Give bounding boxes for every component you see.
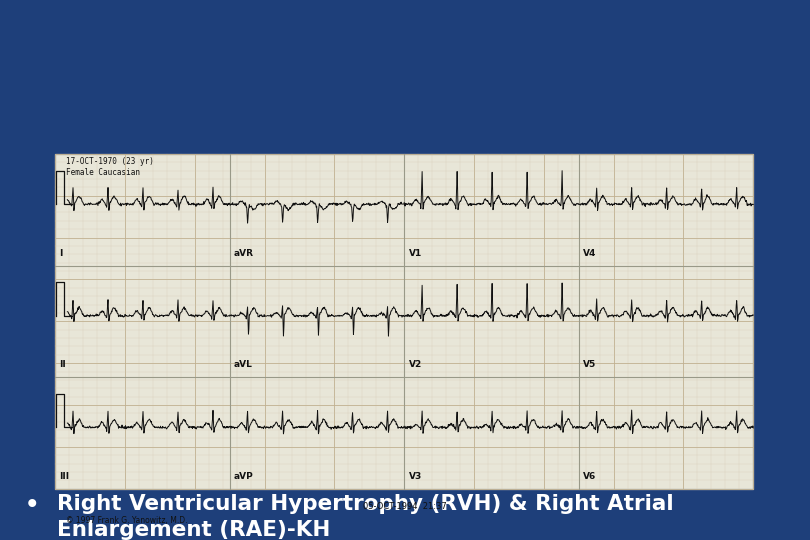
Text: •: • [24,494,39,517]
Text: I: I [59,249,63,258]
Text: V2: V2 [408,360,422,369]
FancyBboxPatch shape [55,154,753,489]
Text: II: II [59,360,66,369]
Text: Right Ventricular Hypertrophy (RVH) & Right Atrial
Enlargement (RAE)-KH: Right Ventricular Hypertrophy (RVH) & Ri… [57,494,673,539]
Text: V5: V5 [583,360,596,369]
Text: V3: V3 [408,472,422,481]
Text: aVR: aVR [234,249,254,258]
Text: aVL: aVL [234,360,253,369]
Text: V1: V1 [408,249,422,258]
Text: V4: V4 [583,249,596,258]
Text: © 1997 Frank G. Yanowitz, M.D.: © 1997 Frank G. Yanowitz, M.D. [66,516,187,525]
Text: 05-OCT-1994  21:37: 05-OCT-1994 21:37 [363,502,447,511]
Text: aVP: aVP [234,472,254,481]
Text: V6: V6 [583,472,596,481]
Text: III: III [59,472,70,481]
Text: 17-OCT-1970 (23 yr)
Female Caucasian: 17-OCT-1970 (23 yr) Female Caucasian [66,157,153,177]
